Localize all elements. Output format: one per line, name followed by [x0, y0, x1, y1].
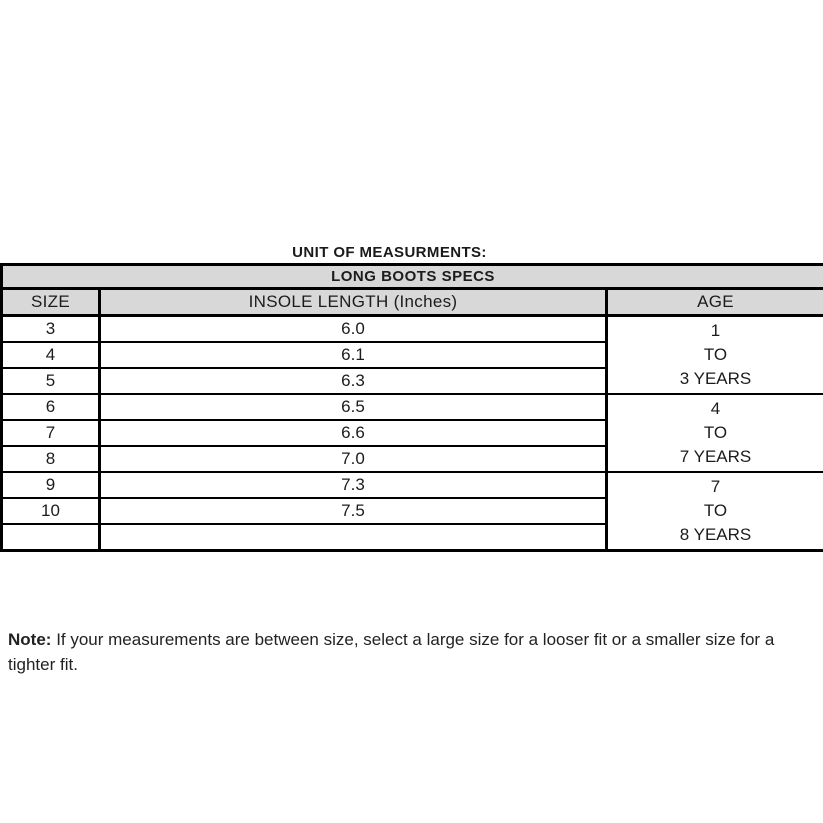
column-header-row: SIZE INSOLE LENGTH (Inches) AGE	[0, 287, 823, 317]
size-cell	[0, 523, 101, 552]
note-text: If your measurements are between size, s…	[8, 630, 775, 674]
age-cell: 7 TO 8 YEARS	[604, 471, 823, 552]
col-header-age: AGE	[604, 287, 823, 317]
size-cell: 9	[0, 471, 101, 499]
size-cell: 4	[0, 341, 101, 369]
table-row: 3 6.0 1 TO 3 YEARS	[0, 314, 823, 395]
size-cell: 10	[0, 497, 101, 525]
insole-cell: 6.0	[98, 314, 608, 343]
insole-cell: 6.6	[98, 419, 608, 447]
note-label: Note:	[8, 630, 52, 649]
col-header-size: SIZE	[0, 287, 101, 317]
table-row: 10 7.5	[0, 497, 823, 525]
table-row: 4 6.1	[0, 341, 823, 369]
insole-cell: 7.0	[98, 445, 608, 473]
unit-of-measurements-title: UNIT OF MEASURMENTS:	[292, 244, 487, 261]
table-row: 7 6.6	[0, 419, 823, 447]
table-title-row: LONG BOOTS SPECS	[0, 263, 823, 290]
table-row: 9 7.3 7 TO 8 YEARS	[0, 471, 823, 552]
size-cell: 7	[0, 419, 101, 447]
age-cell: 4 TO 7 YEARS	[604, 393, 823, 473]
age-cell: 1 TO 3 YEARS	[604, 314, 823, 395]
table-row: 8 7.0	[0, 445, 823, 473]
table-title: LONG BOOTS SPECS	[0, 263, 823, 290]
table-row: 6 6.5 4 TO 7 YEARS	[0, 393, 823, 473]
size-cell: 8	[0, 445, 101, 473]
table-row	[0, 523, 823, 552]
fit-note: Note: If your measurements are between s…	[8, 627, 810, 677]
col-header-insole: INSOLE LENGTH (Inches)	[98, 287, 608, 317]
insole-cell: 6.5	[98, 393, 608, 421]
insole-cell	[98, 523, 608, 552]
size-cell: 5	[0, 367, 101, 395]
size-cell: 3	[0, 314, 101, 343]
size-chart-table: LONG BOOTS SPECS SIZE INSOLE LENGTH (Inc…	[0, 263, 823, 552]
insole-cell: 7.3	[98, 471, 608, 499]
insole-cell: 6.3	[98, 367, 608, 395]
insole-cell: 6.1	[98, 341, 608, 369]
table-row: 5 6.3	[0, 367, 823, 395]
size-cell: 6	[0, 393, 101, 421]
insole-cell: 7.5	[98, 497, 608, 525]
